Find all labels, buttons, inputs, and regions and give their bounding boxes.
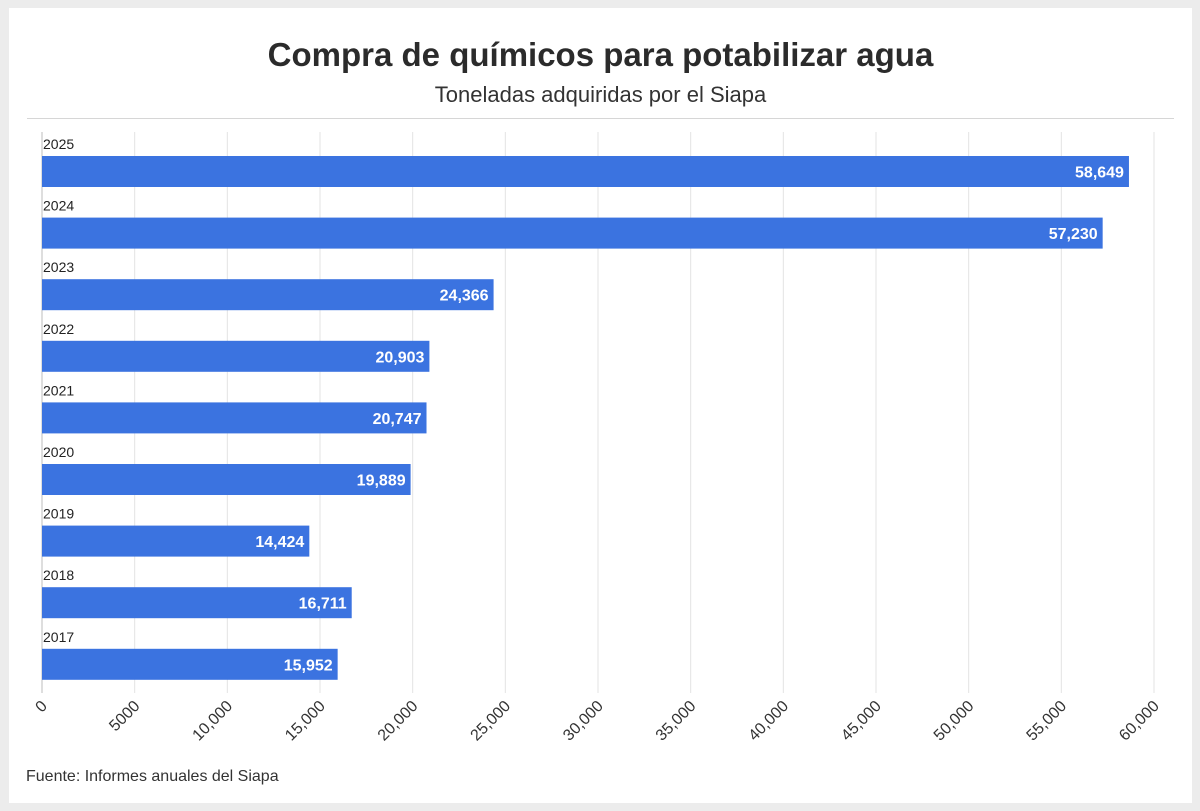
bar (42, 648, 338, 680)
chart-title: Compra de químicos para potabilizar agua (267, 36, 934, 73)
category-label: 2025 (43, 136, 74, 152)
category-label: 2024 (43, 198, 74, 214)
value-label: 14,424 (255, 534, 304, 551)
x-tick-label: 35,000 (653, 698, 700, 745)
category-label: 2020 (43, 444, 74, 460)
x-tick-label: 20,000 (375, 698, 422, 745)
value-label: 15,952 (284, 657, 333, 674)
x-tick-label: 0 (33, 698, 51, 716)
x-tick-label: 25,000 (468, 698, 515, 745)
x-tick-label: 50,000 (931, 698, 978, 745)
x-tick-label: 55,000 (1024, 698, 1071, 745)
x-tick-label: 60,000 (1116, 698, 1163, 745)
bar (42, 340, 430, 372)
bar (42, 217, 1103, 249)
category-label: 2019 (43, 506, 74, 522)
x-tick-label: 10,000 (190, 698, 237, 745)
value-label: 16,711 (299, 596, 347, 613)
value-label: 58,649 (1075, 165, 1124, 182)
chart-card: Compra de químicos para potabilizar agua… (9, 8, 1192, 803)
x-tick-label: 15,000 (282, 698, 329, 745)
category-label: 2021 (43, 382, 74, 398)
value-label: 20,747 (373, 411, 422, 428)
bar (42, 156, 1129, 187)
category-label: 2023 (43, 259, 74, 275)
bar (42, 464, 411, 495)
value-label: 24,366 (440, 288, 489, 305)
bar (42, 402, 427, 434)
category-label: 2017 (43, 629, 74, 645)
category-label: 2022 (43, 321, 74, 337)
chart-subtitle: Toneladas adquiridas por el Siapa (434, 82, 767, 107)
source-note: Fuente: Informes anuales del Siapa (26, 768, 279, 785)
bar (42, 587, 352, 619)
bar-chart: 2025 58,649 2024 57,230 2023 24,366 2022 20,903… (33, 132, 1163, 745)
value-label: 57,230 (1049, 226, 1098, 243)
x-tick-label: 30,000 (560, 698, 607, 745)
bar (42, 279, 494, 311)
x-tick-label: 40,000 (746, 698, 793, 745)
x-tick-label: 45,000 (838, 698, 885, 745)
bar (42, 525, 310, 557)
value-label: 20,903 (375, 349, 424, 366)
title-divider (27, 118, 1174, 119)
category-label: 2018 (43, 567, 74, 583)
value-label: 19,889 (357, 473, 406, 490)
x-tick-label: 5000 (106, 698, 143, 735)
